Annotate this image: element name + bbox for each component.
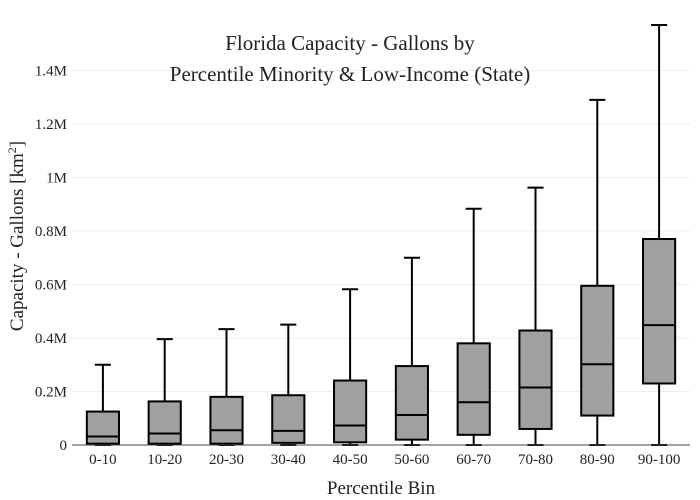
- box-body: [580, 284, 615, 417]
- x-axis-title: Percentile Bin: [327, 478, 436, 499]
- box-body: [271, 394, 306, 444]
- x-tick-label: 30-40: [271, 452, 306, 468]
- x-tick-label: 80-90: [580, 452, 615, 468]
- y-tick-label: 1.2M: [35, 117, 67, 133]
- box-60-70: [456, 207, 491, 446]
- x-tick-label: 10-20: [147, 452, 182, 468]
- box-body: [85, 410, 120, 445]
- box-40-50: [333, 288, 368, 446]
- y-tick-label: 0.2M: [35, 384, 67, 400]
- box-body: [456, 342, 491, 436]
- x-tick-label: 50-60: [394, 452, 429, 468]
- y-axis-title-end: ]: [7, 141, 28, 147]
- y-tick-label: 0.6M: [35, 277, 67, 293]
- x-tick-label: 60-70: [456, 452, 491, 468]
- box-body: [518, 329, 553, 430]
- box-30-40: [271, 323, 306, 446]
- box-body: [394, 365, 429, 441]
- y-tick-label: 0.8M: [35, 224, 67, 240]
- y-tick-labels: 0 0.2M 0.4M 0.6M 0.8M 1M 1.2M 1.4M: [35, 63, 67, 454]
- x-tick-labels: 0-10 10-20 20-30 30-40 40-50 50-60 60-70 70-80 8…: [89, 452, 680, 468]
- chart-title-line-1: Florida Capacity - Gallons by: [225, 31, 475, 55]
- x-tick-label: 70-80: [518, 452, 553, 468]
- box-body: [642, 238, 677, 385]
- box-body: [147, 400, 182, 445]
- y-tick-label: 1.4M: [35, 63, 67, 79]
- box-20-30: [209, 328, 244, 446]
- x-tick-label: 90-100: [638, 452, 681, 468]
- y-axis-title-main: Capacity - Gallons [km: [7, 153, 28, 331]
- box-0-10: [85, 363, 120, 446]
- y-axis-title: Capacity - Gallons [km2]: [5, 141, 28, 331]
- x-tick-label: 40-50: [333, 452, 368, 468]
- box-50-60: [394, 256, 429, 446]
- y-tick-label: 1M: [46, 170, 67, 186]
- box-10-20: [147, 338, 182, 446]
- y-tick-label: 0.4M: [35, 331, 67, 347]
- y-axis-title-superscript: 2: [5, 147, 19, 153]
- x-tick-label: 20-30: [209, 452, 244, 468]
- x-tick-label: 0-10: [89, 452, 117, 468]
- chart-title-line-2: Percentile Minority & Low-Income (State): [170, 62, 530, 86]
- gridlines: [72, 69, 690, 392]
- box-series: [85, 24, 677, 446]
- box-70-80: [518, 186, 553, 446]
- box-90-100: [642, 24, 677, 446]
- box-body: [333, 379, 368, 444]
- box-body: [209, 395, 244, 445]
- box-80-90: [580, 98, 615, 446]
- y-tick-label: 0: [60, 438, 68, 454]
